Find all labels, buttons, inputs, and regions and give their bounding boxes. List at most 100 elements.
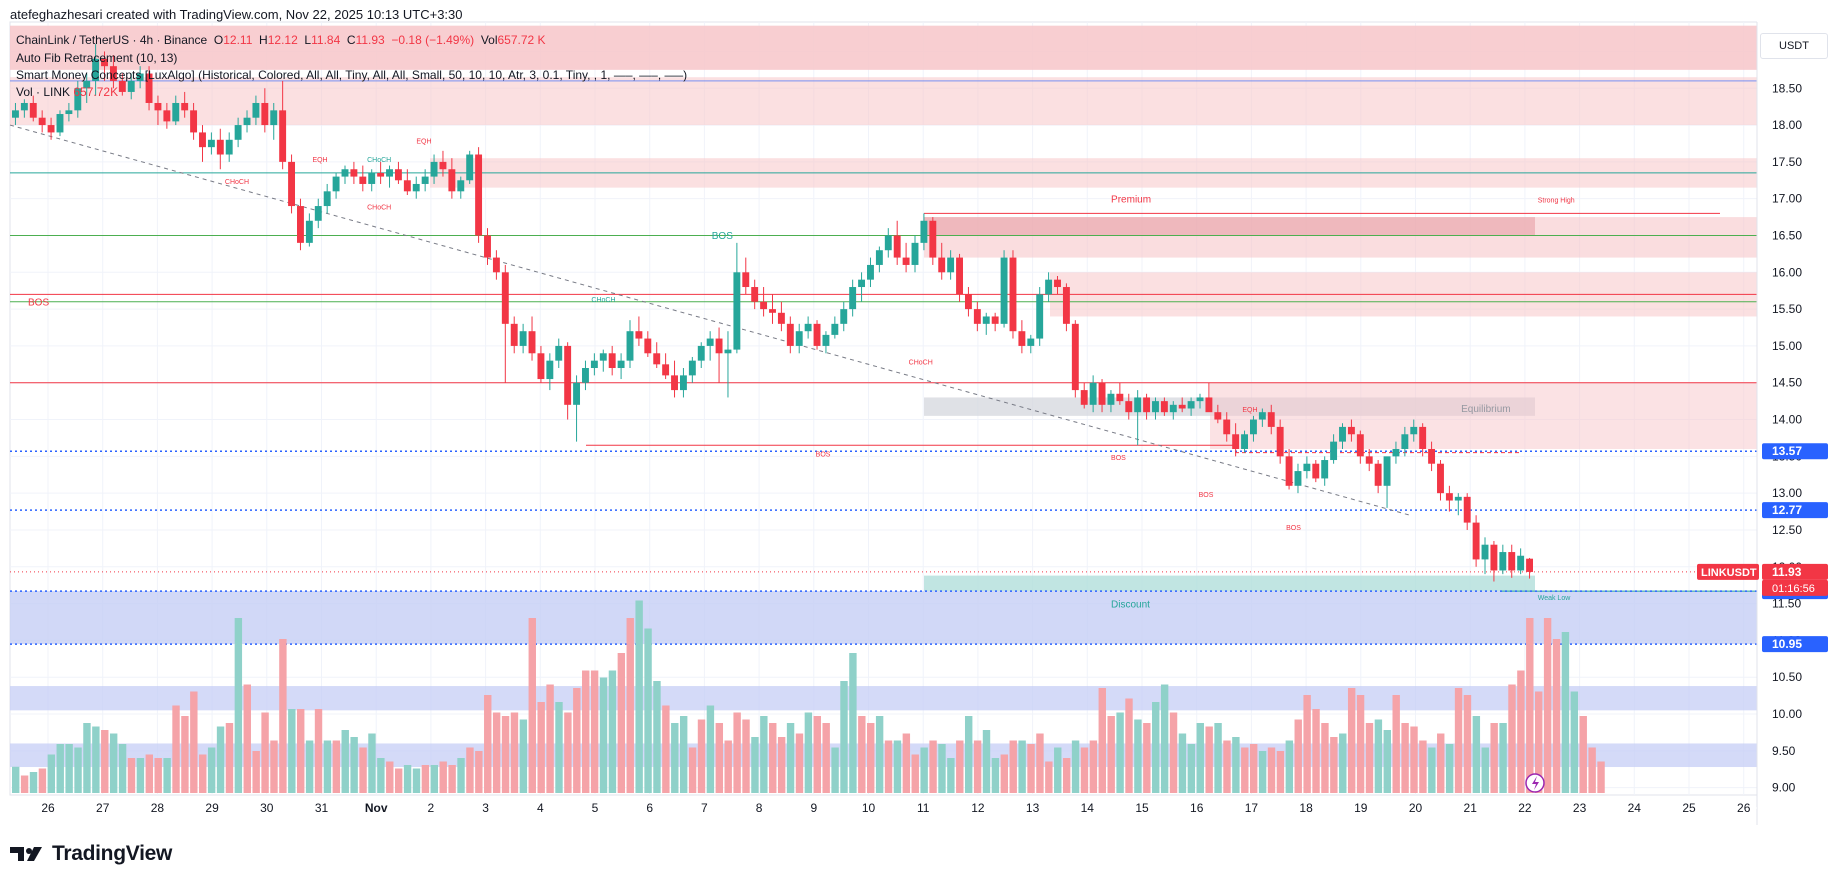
volume-bar [225, 723, 234, 793]
volume-bar [991, 758, 1000, 793]
volume-bar [29, 772, 38, 793]
structure-label: Weak Low [1538, 595, 1571, 602]
candle [688, 356, 696, 383]
y-tick-label: 10.00 [1772, 707, 1802, 721]
candle-body [635, 331, 643, 339]
candle [1071, 320, 1079, 398]
candle-body [671, 375, 678, 391]
x-tick-label: 19 [1354, 801, 1368, 815]
candle-body [1071, 323, 1079, 391]
volume-bar [875, 716, 884, 793]
candle [457, 176, 465, 199]
candle [1116, 382, 1124, 405]
candle-body [1321, 460, 1329, 479]
candle-body [760, 301, 768, 310]
candle-body [1445, 493, 1453, 501]
volume-bar [1437, 733, 1445, 793]
candle [1045, 272, 1053, 302]
candle-body [234, 125, 242, 140]
candle [297, 198, 304, 251]
candle [1517, 548, 1525, 575]
x-tick-label: 17 [1245, 801, 1259, 815]
volume-bar [911, 754, 919, 793]
indicator-vol-legend[interactable]: Vol · LINK 657.72K [16, 85, 119, 99]
demand-zone [10, 591, 1757, 645]
candle [270, 102, 278, 140]
candle [288, 154, 296, 214]
structure-label: BOS [712, 231, 733, 242]
y-tick-label: 9.00 [1772, 781, 1796, 795]
volume-bar [261, 712, 269, 793]
volume-bar [430, 765, 439, 793]
structure-label: Equilibrium [1461, 404, 1510, 415]
candle-body [377, 172, 385, 177]
volume-bar [1561, 632, 1570, 793]
demand-zone [10, 743, 1757, 768]
volume-bar [528, 618, 536, 793]
candle [938, 242, 946, 280]
candle-body [982, 316, 990, 324]
volume-bar [118, 744, 127, 793]
tradingview-logo-icon [10, 847, 42, 861]
candle-body [653, 353, 661, 365]
candle-body [1196, 397, 1204, 402]
candle-body [973, 309, 981, 324]
volume-bar [742, 719, 750, 793]
candle-body [457, 180, 465, 192]
candle [181, 91, 189, 118]
volume-bar [190, 691, 198, 793]
volume-bar [475, 751, 483, 793]
candle-body [1347, 426, 1355, 435]
candle-body [875, 250, 883, 265]
candle-body [617, 360, 625, 369]
y-tick-label: 14.50 [1772, 376, 1802, 390]
volume-bar [1045, 761, 1053, 793]
candle [840, 301, 848, 332]
candle-body [795, 331, 803, 346]
x-tick-label: 14 [1081, 801, 1095, 815]
price-label-box [1762, 563, 1828, 580]
volume-bar [252, 751, 260, 793]
currency-button[interactable]: USDT [1760, 33, 1828, 59]
volume-bar [1428, 747, 1436, 793]
volume-bar [840, 681, 848, 793]
x-tick-label: 5 [592, 801, 599, 815]
structure-label: EQH [312, 157, 327, 164]
volume-bar [1018, 740, 1026, 793]
candle [109, 55, 117, 89]
volume-bar [181, 716, 189, 793]
candle-body [662, 364, 670, 376]
candle-body [769, 309, 776, 313]
x-tick-label: 28 [151, 801, 165, 815]
volume-bar [1276, 751, 1285, 793]
volume-bar [1303, 695, 1311, 793]
volume-bar [83, 723, 91, 793]
candle [199, 125, 206, 162]
volume-bar [947, 758, 955, 793]
symbol-tag-box [1697, 563, 1759, 580]
supply-zone [10, 77, 1757, 126]
candle-body [1152, 401, 1159, 413]
candle-body [136, 73, 144, 81]
candle-body [1080, 390, 1088, 405]
trend-line [9, 124, 1411, 516]
candle-body [697, 345, 705, 361]
x-tick-label: Nov [365, 801, 388, 815]
candle [769, 294, 776, 324]
volume-bar [1294, 719, 1302, 793]
symbol-title: ChainLink / TetherUS · 4h · Binance [16, 33, 208, 47]
candle-body [466, 154, 474, 181]
y-tick-label: 15.00 [1772, 339, 1802, 353]
indicator-smc-legend[interactable]: Smart Money Concepts [LuxAlgo] (Historic… [16, 68, 688, 82]
candle-body [893, 235, 901, 258]
indicator-fib-legend[interactable]: Auto Fib Retracement (10, 13) [16, 51, 178, 65]
candle-body [190, 110, 198, 133]
y-tick-label: 14.00 [1772, 413, 1802, 427]
candle-body [1463, 496, 1471, 523]
candle-body [1499, 552, 1507, 571]
candle-body [573, 382, 581, 405]
volume-bar [56, 744, 64, 793]
candle [332, 172, 340, 199]
volume-bar [662, 705, 670, 793]
